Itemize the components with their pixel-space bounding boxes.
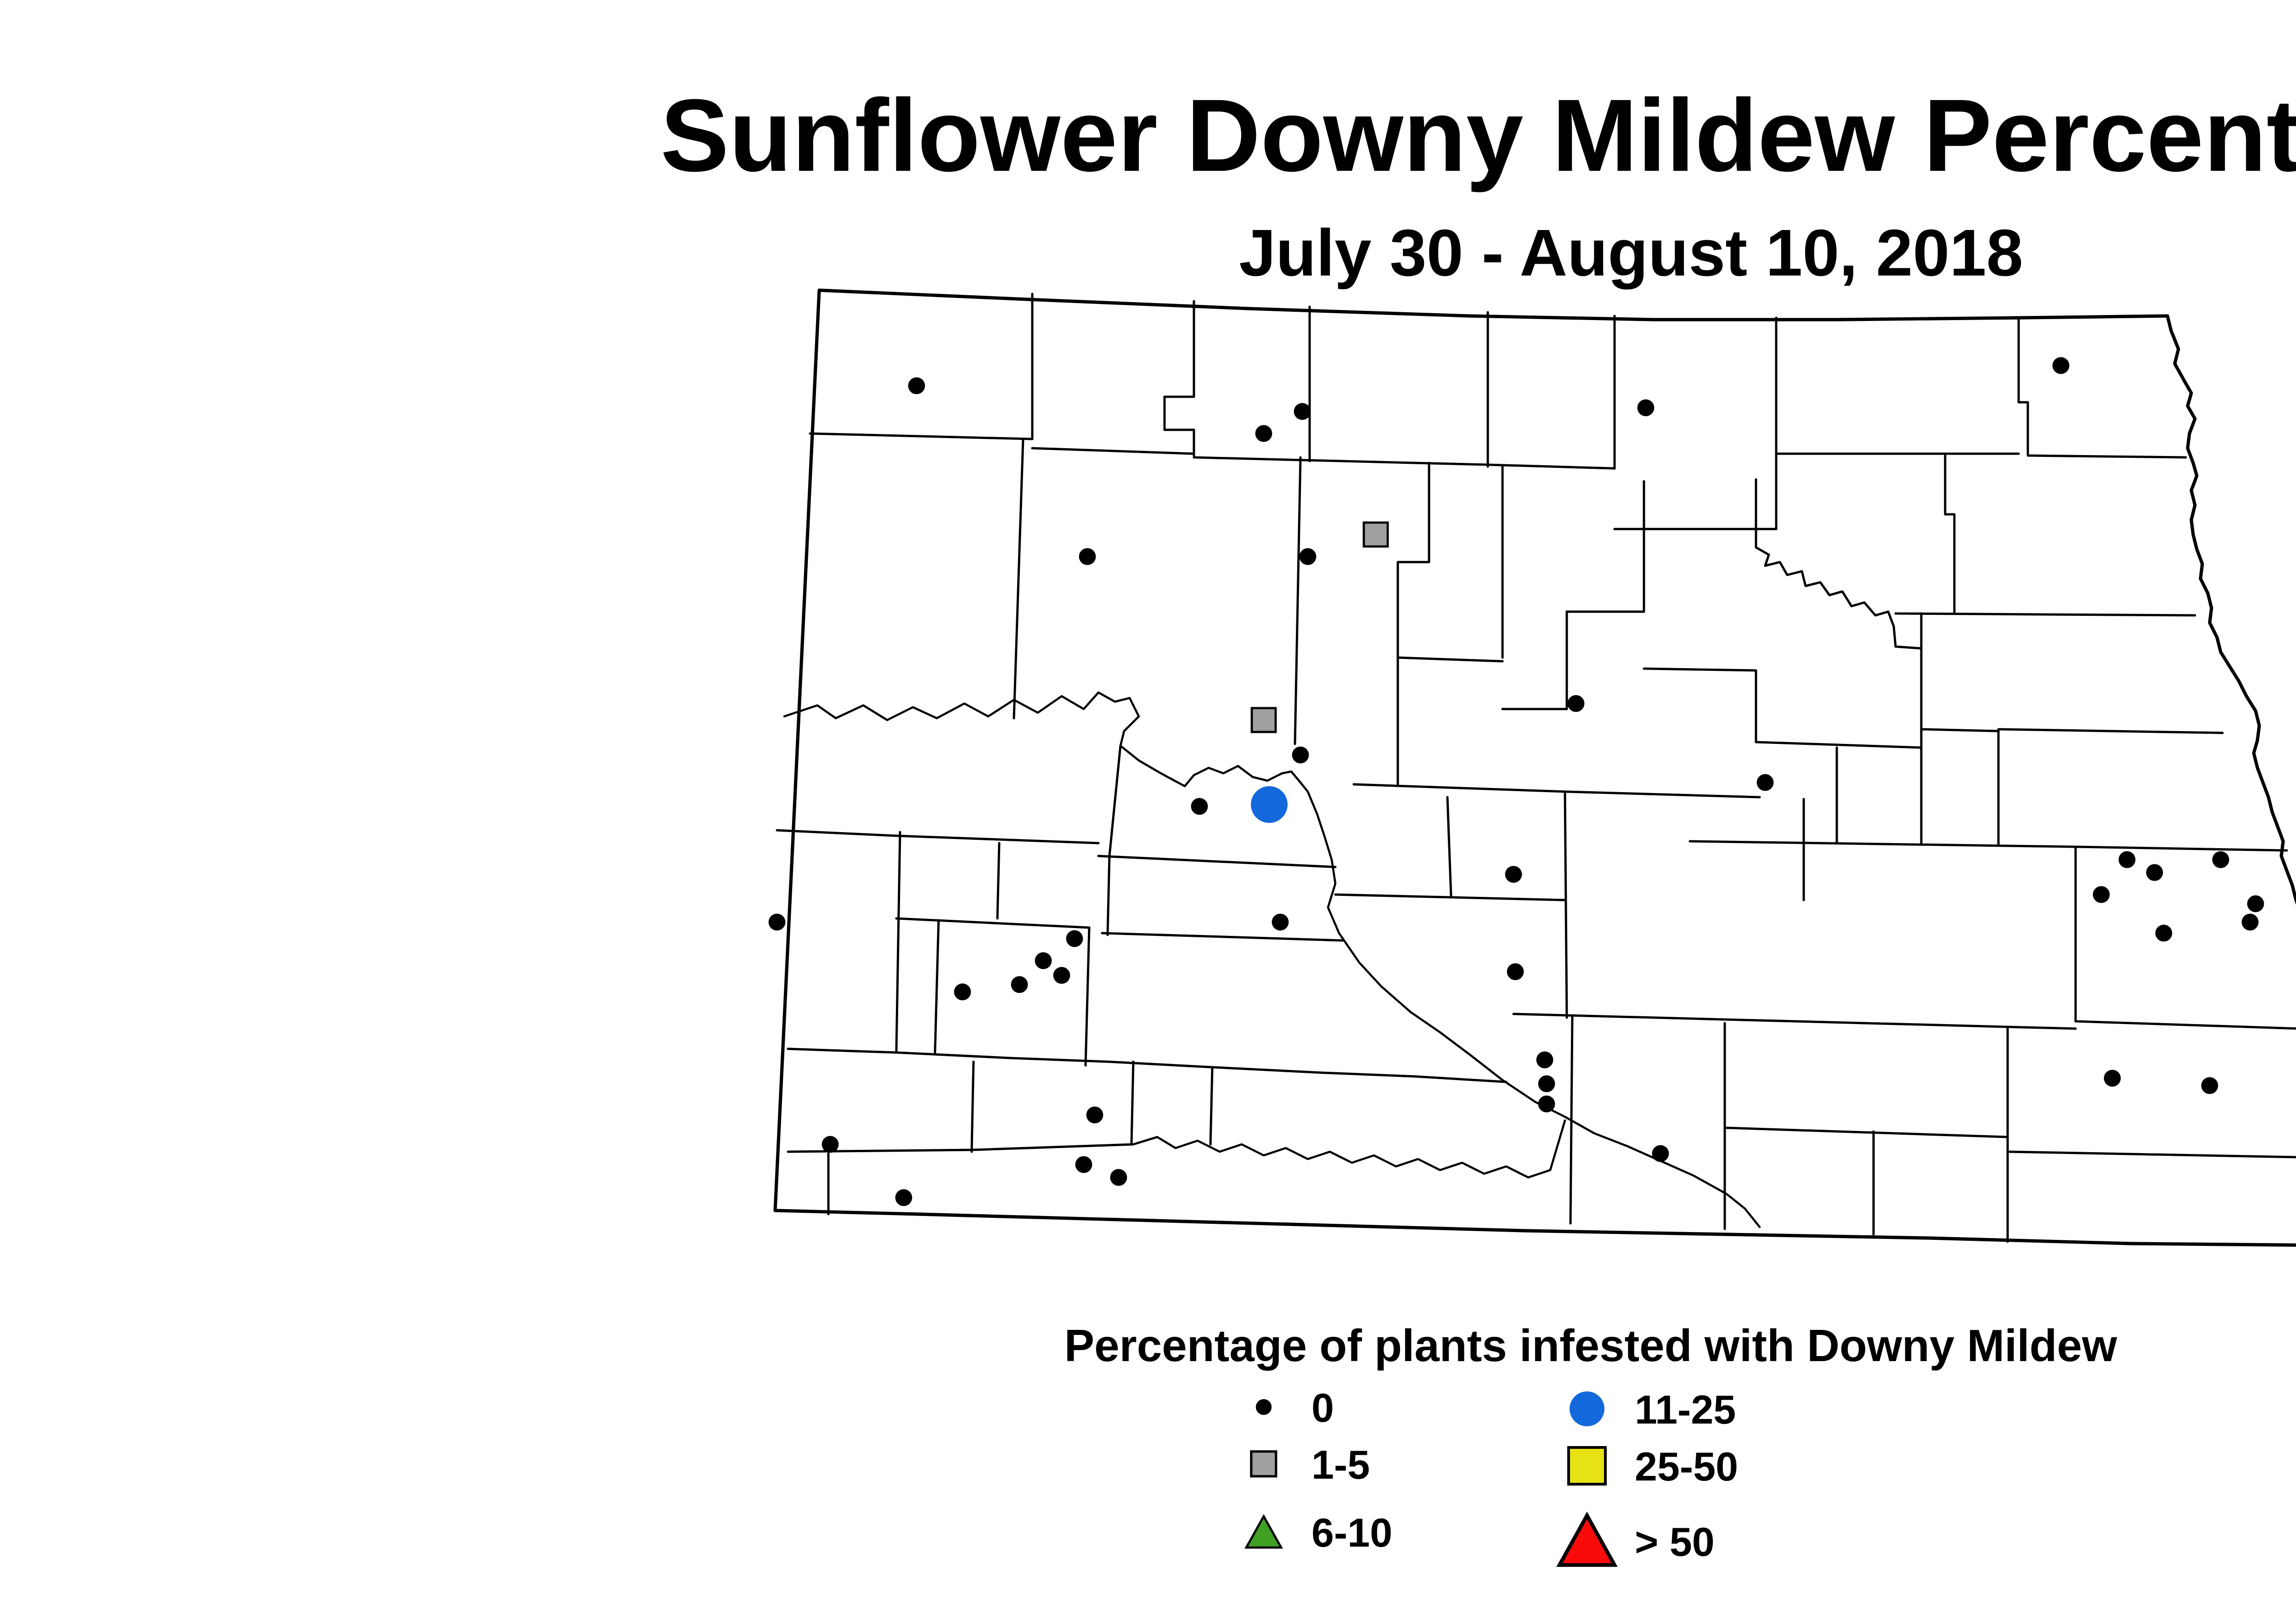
map-marker-zero bbox=[2093, 886, 2110, 903]
map-marker-zero bbox=[1255, 425, 1272, 442]
legend-label-gt-50: > 50 bbox=[1635, 1519, 1715, 1565]
map-marker-zero bbox=[1538, 1075, 1555, 1092]
county-boundaries bbox=[776, 293, 2296, 1243]
map-marker-zero bbox=[1292, 746, 1309, 764]
map-marker-zero bbox=[2247, 895, 2264, 912]
map-marker-zero bbox=[1299, 548, 1317, 565]
missouri-river-line bbox=[783, 691, 1761, 1228]
map-marker-zero bbox=[768, 913, 786, 931]
legend-symbol-blue-circle-icon bbox=[1570, 1391, 1604, 1426]
map-marker-zero bbox=[1191, 798, 1208, 815]
map-marker-zero bbox=[954, 983, 971, 1001]
map-marker-zero bbox=[822, 1136, 839, 1153]
map-marker-zero bbox=[1086, 1106, 1103, 1124]
map-marker-zero bbox=[2241, 913, 2259, 931]
map-marker-zero bbox=[908, 377, 925, 394]
page-title: Sunflower Downy Mildew Percent Incidence bbox=[660, 78, 2296, 193]
map-marker-zero bbox=[1011, 976, 1028, 993]
legend-symbol-black-dot-icon bbox=[1255, 1399, 1272, 1415]
map-marker-zero bbox=[1637, 399, 1654, 417]
legend-label-25-50: 25-50 bbox=[1635, 1444, 1738, 1489]
legend-label-1-5: 1-5 bbox=[1311, 1442, 1370, 1487]
map-marker-zero bbox=[1272, 913, 1289, 931]
legend-symbol-gray-square-icon bbox=[1250, 1450, 1277, 1478]
legend-label-6-10: 6-10 bbox=[1311, 1510, 1392, 1555]
map-marker-zero bbox=[1567, 695, 1585, 712]
map-marker-zero bbox=[1053, 967, 1070, 984]
map-marker-zero bbox=[2155, 924, 2172, 942]
map-marker-zero bbox=[1294, 403, 1311, 420]
map-marker-one-to-five bbox=[1250, 707, 1277, 733]
legend-symbol-red-triangle-icon bbox=[1556, 1511, 1618, 1567]
map-marker-zero bbox=[895, 1189, 912, 1206]
legend-symbol-yellow-square-icon bbox=[1567, 1446, 1607, 1486]
map-marker-zero bbox=[1110, 1169, 1127, 1186]
map-marker-zero bbox=[1538, 1095, 1555, 1113]
map-marker-zero bbox=[2104, 1070, 2121, 1087]
map-marker-one-to-five bbox=[1362, 521, 1389, 548]
legend-label-0: 0 bbox=[1311, 1385, 1334, 1430]
cannonball-river-line bbox=[1132, 1119, 1566, 1179]
legend-title: Percentage of plants infested with Downy… bbox=[1064, 1320, 2117, 1371]
map-marker-zero bbox=[1066, 930, 1083, 947]
map-marker-zero bbox=[1536, 1051, 1553, 1069]
map-marker-eleven-to-twentyfive bbox=[1251, 786, 1288, 823]
legend-symbol-green-triangle-icon bbox=[1244, 1514, 1283, 1549]
north-dakota-outline bbox=[773, 288, 2296, 1247]
map-marker-zero bbox=[1505, 866, 1522, 883]
map-marker-zero bbox=[2201, 1077, 2218, 1094]
map-marker-zero bbox=[1507, 963, 1524, 980]
map-marker-zero bbox=[1079, 548, 1096, 565]
river-boundaries bbox=[783, 691, 1761, 1228]
map-marker-zero bbox=[2118, 851, 2136, 868]
legend-label-11-25: 11-25 bbox=[1635, 1387, 1736, 1432]
map-marker-zero bbox=[2052, 357, 2070, 374]
map-marker-zero bbox=[1035, 952, 1052, 969]
map-marker-zero bbox=[1652, 1145, 1669, 1162]
map-marker-zero bbox=[2146, 864, 2163, 881]
map-marker-zero bbox=[2212, 851, 2229, 868]
map-marker-zero bbox=[1075, 1156, 1092, 1173]
legend: Percentage of plants infested with Downy… bbox=[1064, 1320, 2117, 1567]
map-markers bbox=[768, 357, 2264, 1206]
page-subtitle: July 30 - August 10, 2018 bbox=[1239, 216, 2023, 290]
map-marker-zero bbox=[1756, 774, 1774, 791]
